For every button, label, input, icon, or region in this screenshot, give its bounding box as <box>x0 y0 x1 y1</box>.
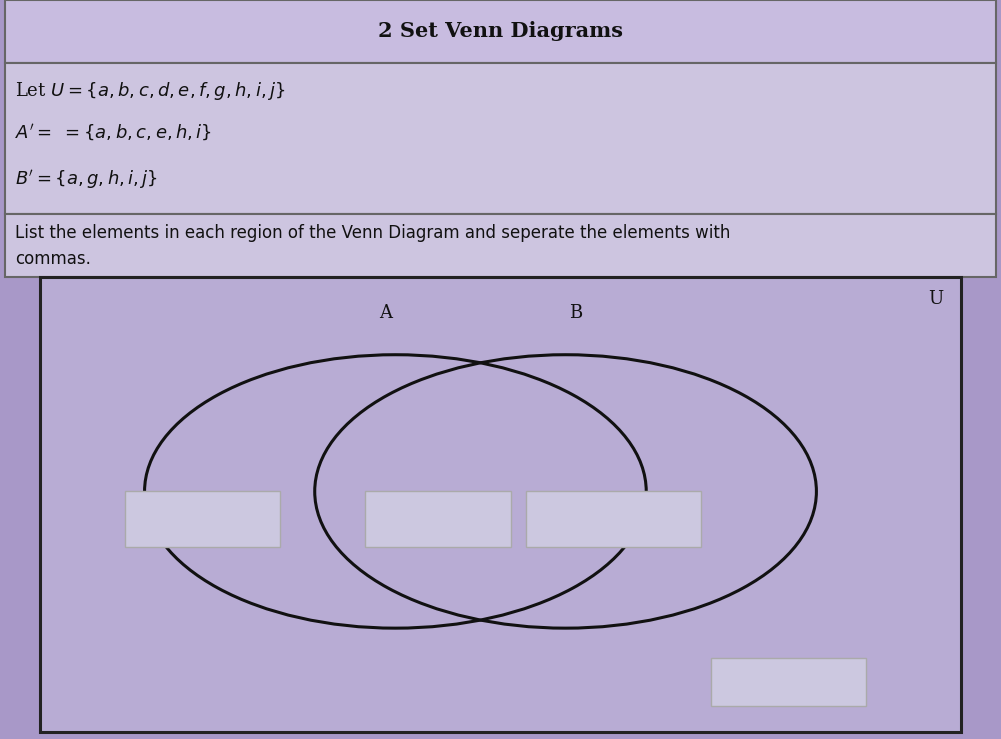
Bar <box>711 658 866 706</box>
Bar <box>125 491 280 547</box>
Bar <box>5 0 996 63</box>
Text: commas.: commas. <box>15 250 91 268</box>
Text: List the elements in each region of the Venn Diagram and seperate the elements w: List the elements in each region of the … <box>15 224 731 242</box>
Text: $A' = \ = \{a, b, c, e, h, i\}$: $A' = \ = \{a, b, c, e, h, i\}$ <box>15 123 212 143</box>
Bar <box>5 214 996 277</box>
Text: Let $U = \{a, b, c, d, e, f, g, h, i, j\}$: Let $U = \{a, b, c, d, e, f, g, h, i, j\… <box>15 80 285 102</box>
Bar <box>526 491 701 547</box>
Bar <box>5 63 996 214</box>
Text: U: U <box>928 290 944 308</box>
Text: A: A <box>379 304 391 321</box>
Bar <box>365 491 511 547</box>
Text: 2 Set Venn Diagrams: 2 Set Venn Diagrams <box>378 21 623 41</box>
Text: B: B <box>569 304 583 321</box>
Bar <box>40 277 961 732</box>
Text: $B' = \{a, g, h, i, j\}$: $B' = \{a, g, h, i, j\}$ <box>15 168 158 191</box>
